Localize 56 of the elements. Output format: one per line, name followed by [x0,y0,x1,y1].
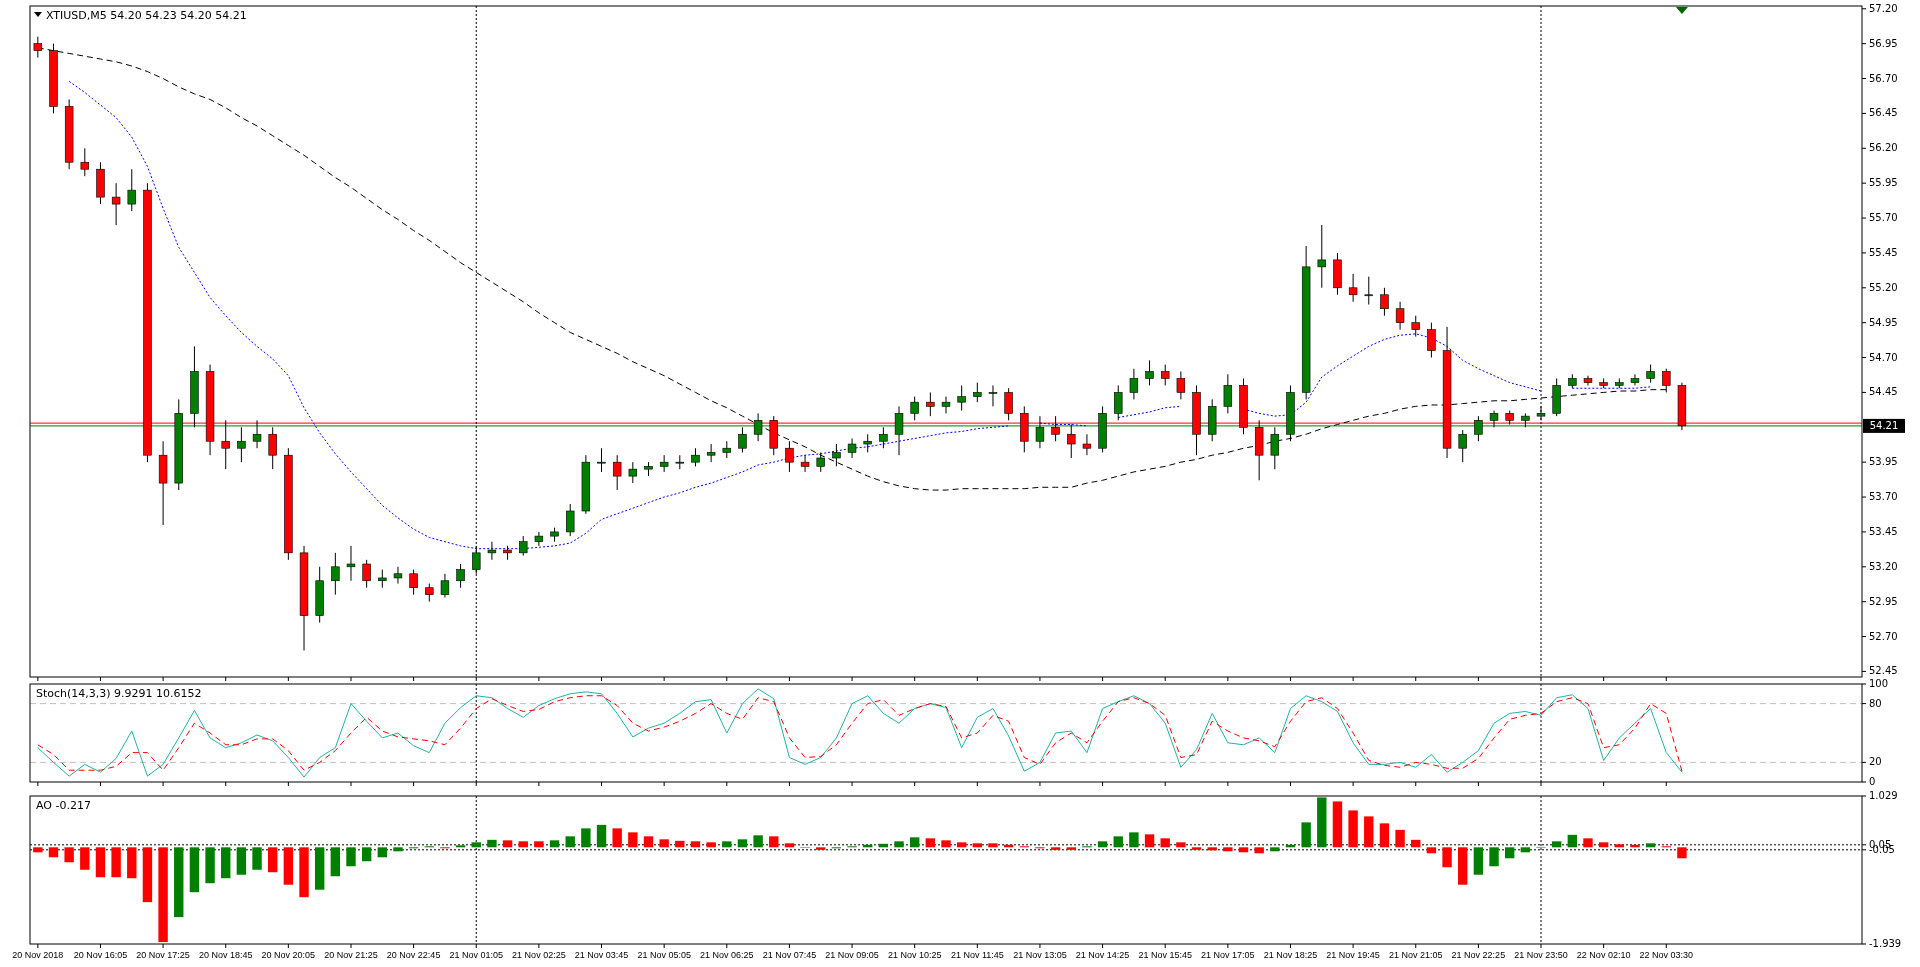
y-tick-label: 20 [1869,756,1882,768]
y-tick-label: 55.70 [1869,212,1898,224]
y-tick-label: -1.939 [1869,938,1902,949]
chart-title: AO -0.217 [36,799,91,812]
y-tick-label: 56.70 [1869,72,1898,84]
y-tick-label: 53.70 [1869,491,1898,503]
x-tick-label: 21 Nov 03:45 [574,950,629,960]
x-tick-label: 21 Nov 05:05 [637,950,691,960]
x-tick-label: 22 Nov 02:10 [1576,950,1631,960]
x-tick-label: 21 Nov 09:05 [825,950,879,960]
y-tick-label: 56.20 [1869,142,1898,154]
y-tick-label: 52.70 [1869,630,1898,642]
y-tick-label: 57.20 [1869,2,1898,14]
y-tick-label: 100 [1869,678,1889,689]
y-tick-label: 53.45 [1869,525,1898,537]
y-tick-label: 1.029 [1869,790,1898,801]
y-tick-label: 52.95 [1869,595,1898,607]
y-tick-label: 0 [1869,776,1876,787]
ref-line-label: 54.21 [1869,419,1899,431]
x-tick-label: 21 Nov 11:45 [950,950,1004,960]
x-tick-label: 20 Nov 21:25 [324,950,378,960]
chart-title: XTIUSD,M5 54.20 54.23 54.20 54.21 [46,9,247,22]
x-tick-label: 20 Nov 16:05 [73,950,128,960]
y-tick-label: 54.45 [1869,386,1898,398]
x-tick-label: 21 Nov 13:05 [1013,950,1067,960]
x-tick-label: 21 Nov 06:25 [700,950,754,960]
x-tick-label: 21 Nov 01:05 [449,950,504,960]
x-tick-label: 20 Nov 20:05 [261,950,316,960]
x-tick-label: 21 Nov 15:45 [1138,950,1192,960]
x-tick-label: 20 Nov 22:45 [386,950,441,960]
x-tick-label: 21 Nov 10:25 [887,950,942,960]
y-tick-label: 55.95 [1869,177,1898,189]
x-tick-label: 21 Nov 21:05 [1388,950,1443,960]
x-tick-label: 21 Nov 17:05 [1201,950,1255,960]
x-tick-label: 20 Nov 17:25 [136,950,190,960]
x-tick-label: 21 Nov 18:25 [1263,950,1318,960]
y-tick-label: 55.45 [1869,246,1898,258]
y-tick-label: 53.95 [1869,456,1898,468]
y-tick-label: 52.45 [1869,665,1898,677]
x-tick-label: 21 Nov 07:45 [762,950,817,960]
y-tick-label: 53.20 [1869,560,1898,572]
x-tick-label: 20 Nov 2018 [12,950,64,960]
x-tick-label: 21 Nov 19:45 [1326,950,1380,960]
y-tick-label: 54.95 [1869,316,1898,328]
x-tick-label: 21 Nov 22:25 [1451,950,1506,960]
x-tick-label: 20 Nov 18:45 [198,950,253,960]
y-tick-label: 54.70 [1869,351,1898,363]
y-tick-label: 80 [1869,697,1882,709]
y-tick-label: 55.20 [1869,281,1898,293]
x-tick-label: 22 Nov 03:30 [1639,950,1694,960]
x-tick-label: 21 Nov 23:50 [1514,950,1568,960]
y-tick-label: 56.45 [1869,107,1898,119]
x-tick-label: 21 Nov 14:25 [1075,950,1130,960]
x-tick-label: 21 Nov 02:25 [512,950,566,960]
chart-title: Stoch(14,3,3) 9.9291 10.6152 [36,687,202,700]
y-tick-label: 56.95 [1869,37,1898,49]
